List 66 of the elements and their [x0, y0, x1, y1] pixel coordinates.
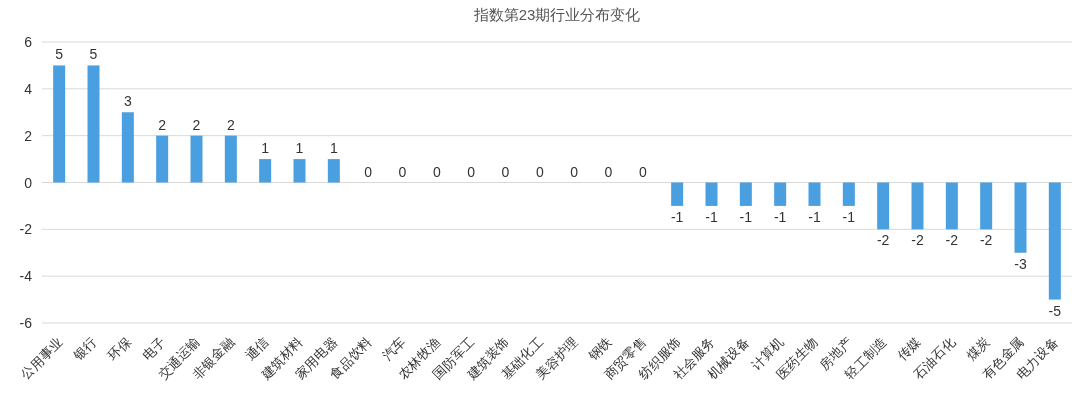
data-label: -2 [911, 232, 924, 249]
data-label: -1 [773, 208, 787, 225]
data-label: -3 [1014, 255, 1027, 272]
data-label: -1 [808, 208, 821, 225]
data-label: -2 [979, 232, 993, 249]
bar [224, 135, 237, 183]
bar [190, 135, 203, 183]
bar [671, 182, 684, 206]
y-tick-label: 0 [24, 174, 33, 191]
data-label: 0 [570, 163, 579, 180]
data-label: 0 [398, 163, 407, 180]
data-label: 0 [432, 163, 441, 180]
bar [327, 159, 340, 183]
x-tick-label: 电子 [139, 334, 169, 364]
x-tick-label: 通信 [242, 334, 272, 364]
data-label: 0 [535, 163, 544, 180]
data-label: -5 [1048, 302, 1062, 319]
data-label: -1 [739, 208, 753, 225]
bar [842, 182, 855, 206]
data-label: -1 [670, 208, 684, 225]
x-tick-label: 公用事业 [17, 334, 66, 382]
bar [293, 159, 306, 183]
x-tick-label: 煤炭 [963, 334, 993, 364]
bar [911, 182, 924, 230]
data-label: 0 [364, 163, 373, 180]
bar [156, 135, 169, 183]
data-label: -1 [705, 208, 718, 225]
data-label: -2 [945, 232, 959, 249]
bar [121, 112, 134, 183]
y-tick-label: -6 [19, 315, 33, 331]
y-tick-label: 2 [24, 127, 33, 144]
data-label: 0 [501, 163, 510, 180]
data-label: 0 [604, 163, 613, 180]
bar [1048, 182, 1061, 300]
y-tick-label: -2 [19, 221, 33, 238]
bar [259, 159, 272, 183]
y-tick-label: -4 [19, 268, 33, 285]
data-label: -1 [842, 208, 856, 225]
data-label: 1 [261, 140, 270, 157]
x-tick-label: 环保 [104, 334, 134, 364]
data-label: 1 [295, 140, 304, 157]
data-label: 5 [55, 46, 64, 63]
data-label: 3 [123, 93, 132, 110]
x-tick-label: 银行 [69, 334, 100, 365]
bar [739, 182, 752, 206]
bar [774, 182, 787, 206]
data-label: -2 [876, 232, 890, 249]
y-tick-label: 4 [24, 80, 33, 97]
data-label: 5 [89, 46, 98, 63]
y-tick-label: 6 [24, 34, 33, 50]
data-label: 2 [192, 116, 201, 133]
bar [980, 182, 993, 230]
bar [945, 182, 958, 230]
bar [1014, 182, 1027, 253]
data-label: 1 [329, 140, 338, 157]
data-label: 0 [638, 163, 647, 180]
bar [877, 182, 890, 230]
data-label: 0 [467, 163, 476, 180]
chart-title: 指数第23期行业分布变化 [472, 6, 641, 23]
data-label: 2 [158, 116, 167, 133]
bar [87, 65, 100, 183]
bar [808, 182, 821, 206]
x-tick-label: 汽车 [379, 334, 409, 364]
data-label: 2 [226, 116, 235, 133]
bar [53, 65, 66, 183]
bar [705, 182, 718, 206]
